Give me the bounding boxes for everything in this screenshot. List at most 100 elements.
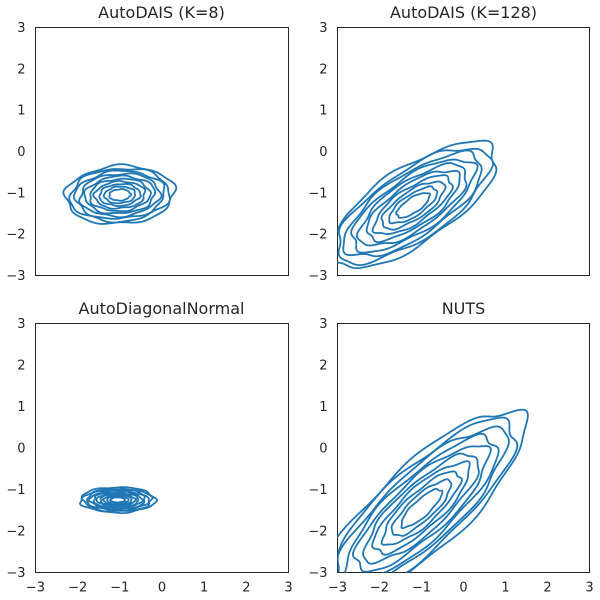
- y-tick-label: 0: [319, 442, 327, 457]
- y-tick-label: −2: [6, 228, 25, 243]
- x-tick-label: 1: [200, 581, 208, 596]
- contour-line: [350, 158, 479, 254]
- y-tick-label: 1: [319, 104, 327, 119]
- x-tick-label: 3: [284, 581, 292, 596]
- y-tick-label: −1: [308, 186, 327, 201]
- x-ticks: −3 −2 −1 0 1 2 3: [26, 581, 293, 596]
- contour-line: [395, 192, 431, 219]
- x-ticks: −3 −2 −1 0 1 2 3: [328, 581, 594, 596]
- y-ticks: −3 −2 −1 0 1 2 3: [6, 21, 25, 284]
- y-ticks: −3 −2 −1 0 1 2 3: [6, 317, 25, 581]
- contour-line: [337, 416, 519, 573]
- y-tick-label: −1: [6, 483, 25, 498]
- contour-line: [342, 149, 483, 258]
- y-tick-label: 0: [17, 145, 25, 160]
- x-tick-label: 1: [501, 581, 509, 596]
- contour-line: [89, 177, 152, 213]
- contour-line: [68, 168, 171, 224]
- contour-line: [86, 488, 150, 512]
- x-tick-label: −2: [68, 581, 87, 596]
- panel-autodais-k8: AutoDAIS (K=8) −3 −2 −1 0 1 2 3: [6, 3, 289, 284]
- y-ticks: −3 −2 −1 0 1 2 3: [308, 317, 327, 581]
- y-tick-label: −3: [308, 566, 327, 581]
- y-tick-label: 0: [17, 442, 25, 457]
- contour-line: [390, 478, 453, 537]
- x-tick-label: 2: [242, 581, 250, 596]
- plot-frame: [35, 323, 289, 573]
- contour-line: [337, 425, 510, 573]
- panel-title: AutoDiagonalNormal: [79, 299, 245, 318]
- panel-autodiagonalnormal: AutoDiagonalNormal −3 −2 −1 0 1 2 3 −3 −2 −1 0 1 2 3: [6, 299, 292, 596]
- contours: [79, 486, 158, 515]
- panel-autodais-k128: AutoDAIS (K=128) −3 −2 −1 0 1 2 3: [308, 3, 590, 284]
- x-tick-label: 0: [158, 581, 166, 596]
- y-tick-label: 0: [319, 145, 327, 160]
- contour-line: [78, 172, 163, 219]
- plot-frame: [337, 323, 590, 573]
- panel-title: NUTS: [442, 299, 486, 318]
- contour-line: [344, 432, 500, 573]
- contour-line: [371, 460, 471, 556]
- x-tick-label: −3: [26, 581, 45, 596]
- contour-line: [337, 408, 529, 573]
- y-tick-label: −3: [6, 566, 25, 581]
- y-tick-label: 1: [319, 400, 327, 415]
- contour-line: [355, 162, 468, 247]
- y-tick-label: 2: [319, 359, 327, 374]
- y-tick-label: −2: [6, 525, 25, 540]
- y-tick-label: 3: [319, 317, 327, 332]
- contour-line: [102, 185, 136, 205]
- contour-line: [92, 490, 145, 510]
- x-tick-label: 2: [543, 581, 551, 596]
- y-tick-label: −3: [308, 269, 327, 284]
- y-tick-label: 2: [319, 62, 327, 77]
- y-tick-label: 3: [319, 21, 327, 36]
- contour-line: [99, 492, 137, 507]
- panel-title: AutoDAIS (K=128): [390, 3, 537, 22]
- x-tick-label: 3: [585, 581, 593, 596]
- contour-line: [388, 185, 439, 225]
- contour-line: [101, 494, 133, 506]
- contour-line: [380, 470, 463, 546]
- y-tick-label: 2: [17, 359, 25, 374]
- x-tick-label: −2: [370, 581, 389, 596]
- x-tick-label: −1: [110, 581, 129, 596]
- contour-line: [380, 180, 447, 231]
- y-tick-label: −2: [308, 228, 327, 243]
- contour-line: [362, 452, 480, 565]
- plot-frame: [337, 27, 590, 276]
- contour-line: [72, 169, 166, 220]
- contour-line: [365, 169, 461, 244]
- contour-line: [337, 139, 498, 270]
- contour-line: [87, 489, 146, 511]
- y-tick-label: 3: [17, 21, 25, 36]
- contour-line: [92, 179, 147, 210]
- x-tick-label: 0: [459, 581, 467, 596]
- x-tick-label: −3: [328, 581, 347, 596]
- contour-line: [108, 188, 133, 202]
- contour-line: [62, 163, 178, 225]
- y-tick-label: 1: [17, 400, 25, 415]
- panel-nuts: NUTS −3 −2 −1 0 1 2 3 −3 −2 −1 0 1 2 3: [308, 299, 594, 596]
- y-tick-label: −1: [308, 483, 327, 498]
- panel-title: AutoDAIS (K=8): [98, 3, 225, 22]
- contour-line: [337, 147, 494, 267]
- contours: [337, 408, 529, 573]
- contour-line: [371, 174, 454, 235]
- y-tick-label: −3: [6, 269, 25, 284]
- y-ticks: −3 −2 −1 0 1 2 3: [308, 21, 327, 284]
- x-tick-label: −1: [412, 581, 431, 596]
- y-tick-label: 1: [17, 104, 25, 119]
- contour-line: [109, 496, 126, 504]
- contour-line: [352, 445, 492, 573]
- contour-line: [98, 183, 142, 208]
- contours: [337, 139, 498, 270]
- contours: [62, 163, 178, 225]
- contour-line: [400, 487, 444, 530]
- contour-line: [106, 495, 130, 505]
- y-tick-label: 2: [17, 62, 25, 77]
- contour-line: [83, 174, 157, 215]
- y-tick-label: −2: [308, 525, 327, 540]
- y-tick-label: 3: [17, 317, 25, 332]
